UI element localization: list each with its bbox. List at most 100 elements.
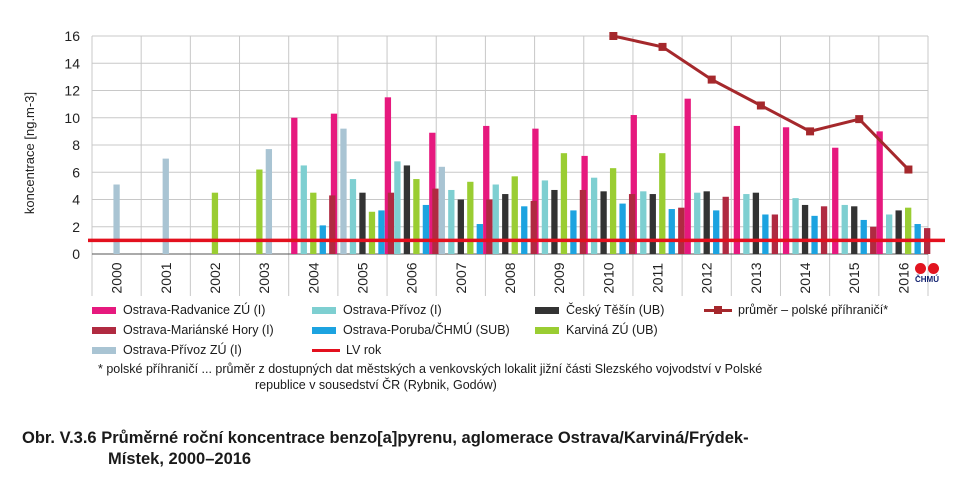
bar: [628, 194, 636, 254]
logo-text: ČHMÚ: [915, 275, 939, 284]
bar: [733, 125, 741, 254]
bar: [640, 191, 647, 254]
legend-line: [312, 348, 340, 352]
average-marker: [904, 165, 913, 174]
bar: [359, 192, 366, 254]
logo-dot-icon: [915, 263, 926, 274]
legend-label: Ostrava-Radvanice ZÚ (I): [123, 303, 266, 317]
bar: [291, 117, 298, 254]
x-tick-label: 2012: [699, 262, 715, 293]
y-tick-label: 4: [72, 192, 80, 208]
caption-line-1: Obr. V.3.6 Průměrné roční koncentrace be…: [22, 429, 749, 447]
bar: [256, 169, 263, 254]
bar: [600, 191, 607, 254]
bar: [886, 214, 893, 254]
bar: [483, 125, 490, 254]
legend-item-privoz: Ostrava-Přívoz (I): [312, 303, 442, 317]
average-marker: [609, 32, 618, 40]
bar: [851, 206, 858, 254]
legend-swatch: [92, 306, 116, 314]
bar: [649, 194, 656, 254]
legend-swatch: [535, 306, 559, 314]
legend-item-lv-rok: LV rok: [312, 343, 381, 357]
bar: [713, 210, 720, 254]
bar: [113, 184, 120, 254]
figure-caption: Obr. V.3.6 Průměrné roční koncentrace be…: [22, 428, 749, 470]
legend: Ostrava-Radvanice ZÚ (I) Ostrava-Přívoz …: [92, 303, 952, 363]
bar: [703, 191, 710, 254]
legend-label: průměr – polské příhraničí*: [738, 303, 889, 317]
bar: [832, 147, 839, 254]
legend-item-privoz-zu: Ostrava-Přívoz ZÚ (I): [92, 343, 242, 357]
footnote-line-2: republice v sousedství ČR (Rybnik, Godów…: [255, 378, 497, 392]
y-tick-label: 8: [72, 137, 80, 153]
legend-item-cesky-tesin: Český Těšín (UB): [535, 303, 664, 317]
y-tick-label: 14: [64, 55, 80, 71]
bar: [841, 204, 848, 254]
bar: [432, 188, 439, 254]
bar: [492, 184, 499, 254]
legend-item-marianske-hory: Ostrava-Mariánské Hory (I): [92, 323, 274, 337]
bar: [722, 196, 729, 254]
y-tick-label: 0: [72, 246, 80, 262]
average-marker: [806, 127, 815, 136]
bar: [486, 199, 493, 254]
bar: [300, 165, 307, 254]
bar: [551, 189, 558, 254]
x-tick-label: 2004: [305, 262, 321, 293]
bar: [330, 113, 338, 254]
bar: [762, 214, 769, 254]
legend-label: Ostrava-Mariánské Hory (I): [123, 323, 274, 337]
bar: [560, 153, 568, 254]
bar: [265, 149, 273, 254]
bar: [752, 192, 760, 254]
bar: [860, 219, 867, 254]
bar: [438, 166, 445, 254]
bar: [905, 207, 912, 254]
logo-dot-icon: [928, 263, 939, 274]
bar: [530, 200, 537, 254]
legend-label: Český Těšín (UB): [566, 303, 665, 317]
legend-swatch: [92, 346, 116, 354]
bar: [694, 192, 701, 254]
x-tick-label: 2000: [109, 262, 125, 293]
y-axis-label: koncentrace [ng.m-3]: [22, 92, 37, 214]
x-tick-label: 2016: [895, 262, 911, 293]
x-tick-label: 2003: [256, 262, 272, 293]
bar: [820, 206, 828, 254]
bar: [876, 131, 883, 254]
x-tick-label: 2007: [453, 262, 469, 293]
bar: [668, 209, 675, 254]
bar: [457, 199, 464, 254]
x-tick-label: 2006: [404, 262, 420, 293]
bar: [570, 210, 577, 254]
bar: [792, 198, 799, 254]
bar: [211, 192, 219, 254]
chmu-logo: ČHMÚ: [912, 263, 942, 295]
bar: [541, 180, 549, 254]
x-tick-label: 2002: [207, 262, 223, 293]
average-marker: [756, 101, 765, 110]
bar: [340, 128, 347, 254]
legend-label: LV rok: [346, 343, 382, 357]
y-tick-label: 2: [72, 219, 80, 235]
bar: [659, 153, 666, 254]
footnote: * polské příhraničí ... průměr z dostupn…: [98, 361, 762, 393]
bar: [782, 127, 790, 254]
caption-line-2: Místek, 2000–2016: [108, 450, 252, 468]
bar: [678, 207, 685, 254]
bar: [413, 179, 420, 254]
bar: [422, 204, 430, 254]
x-tick-label: 2009: [551, 262, 567, 293]
bar: [743, 194, 750, 254]
bar: [532, 128, 539, 254]
y-tick-label: 6: [72, 164, 80, 180]
bar: [384, 97, 392, 254]
x-tick-label: 2014: [797, 262, 813, 293]
bar: [310, 192, 317, 254]
bar: [162, 158, 169, 254]
legend-item-radvanice: Ostrava-Radvanice ZÚ (I): [92, 303, 265, 317]
bar: [511, 176, 518, 254]
bar: [349, 179, 357, 254]
bar: [403, 165, 411, 254]
